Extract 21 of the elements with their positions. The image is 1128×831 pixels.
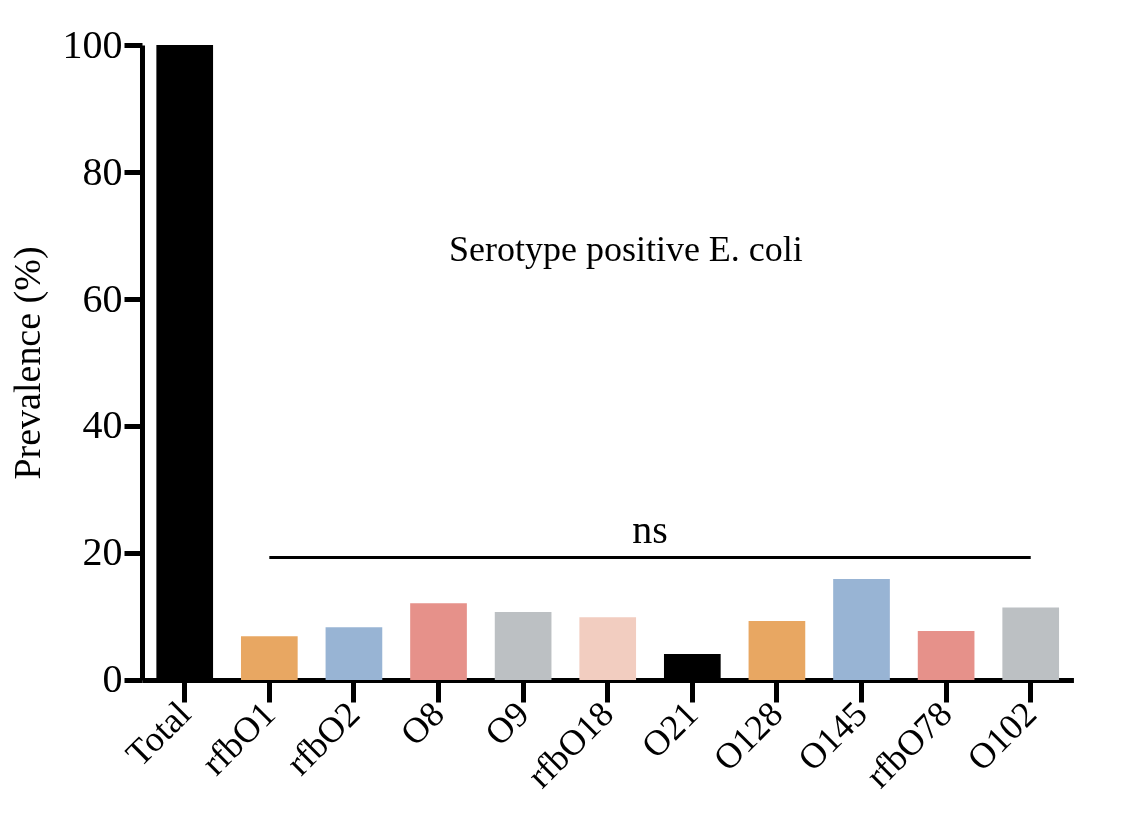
y-tick-label: 80: [82, 148, 123, 194]
bar: [833, 579, 890, 680]
y-tick-label: 20: [82, 529, 123, 575]
y-tick-label: 100: [62, 21, 123, 67]
x-tick-label: O21: [633, 693, 706, 766]
x-tick-label: O9: [477, 693, 537, 754]
bar: [325, 627, 383, 680]
bar: [1002, 607, 1060, 680]
bar: [748, 620, 806, 680]
y-axis-title: Prevalence (%): [6, 246, 50, 480]
annotation: Serotype positive E. coli: [449, 229, 803, 269]
bar: [917, 631, 975, 680]
bar: [579, 617, 637, 680]
bar: [410, 603, 467, 680]
bar: [494, 612, 552, 680]
x-tick-label: O8: [392, 693, 452, 754]
ref-line-label: ns: [632, 507, 668, 553]
y-tick-label: 40: [82, 402, 123, 448]
bar: [240, 636, 298, 680]
y-tick-label: 0: [102, 656, 123, 702]
y-tick-label: 60: [82, 275, 123, 321]
